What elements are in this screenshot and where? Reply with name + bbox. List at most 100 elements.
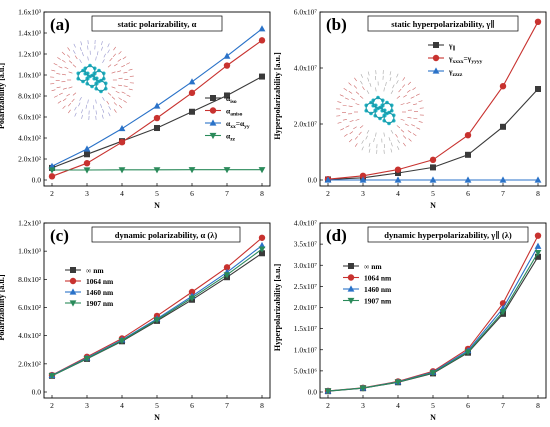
y-tick-label: 6.0x10² [18, 303, 42, 312]
data-point [324, 176, 332, 183]
x-axis-label: N [430, 413, 436, 422]
data-point [465, 151, 471, 158]
legend-label: 1064 nm [364, 273, 392, 282]
chart-title: dynamic polarizability, α (λ) [115, 230, 218, 240]
x-tick-label: 6 [466, 189, 470, 198]
y-tick-label: 1.0x10⁷ [294, 345, 318, 354]
series-3 [48, 25, 266, 169]
x-tick-label: 6 [466, 401, 470, 410]
x-tick-label: 3 [361, 189, 365, 198]
data-point [118, 139, 126, 146]
series-2 [48, 37, 266, 180]
data-point [118, 337, 126, 345]
data-point [48, 373, 56, 380]
panel-label: (b) [326, 15, 347, 34]
legend: ∞ nm 1064 nm 1460 nm 1907 nm [65, 266, 114, 308]
y-tick-label: 3.5x10⁷ [294, 240, 318, 249]
data-point [83, 160, 91, 167]
legend-marker [347, 297, 355, 305]
data-point [223, 272, 231, 279]
data-point [258, 25, 266, 32]
y-tick-label: 4.0x10² [18, 331, 42, 340]
legend-label: ∞ nm [364, 262, 382, 271]
data-point [48, 173, 56, 180]
y-tick-label: 0.0 [308, 388, 318, 397]
legend-marker [209, 132, 217, 140]
y-tick-label: 2.0x10⁷ [294, 120, 318, 129]
y-axis-label: Polarizability [a.u.] [0, 63, 6, 129]
data-point [48, 162, 56, 169]
legend-label: 1460 nm [364, 285, 392, 294]
data-point [259, 250, 265, 257]
y-tick-label: 5.0x10⁶ [294, 366, 318, 375]
chart-title: dynamic hyperpolarizability, γ∥ (λ) [384, 230, 512, 240]
title-box [367, 226, 529, 243]
y-tick-label: 6.0x10⁷ [294, 8, 318, 17]
x-tick-label: 7 [225, 401, 229, 410]
x-tick-label: 8 [260, 401, 264, 410]
plot-frame [43, 222, 271, 399]
legend-marker [69, 277, 77, 285]
molecule-sphere-icon [336, 70, 424, 154]
data-point [464, 349, 472, 356]
y-tick-label: 1.4x10³ [18, 29, 42, 38]
data-point [499, 309, 507, 316]
series-line [327, 235, 539, 392]
data-point [430, 164, 436, 171]
y-tick-label: 0.0 [32, 176, 42, 185]
legend-marker [210, 95, 216, 101]
data-point [118, 124, 126, 132]
y-tick-label: 1.6x10³ [18, 8, 42, 17]
y-tick-label: 0.0 [308, 176, 318, 185]
legend-label: ∞ nm [86, 266, 104, 275]
data-point [359, 172, 367, 179]
data-point [84, 151, 90, 158]
data-point [258, 167, 266, 174]
data-point [154, 125, 160, 132]
y-tick-label: 4.0x10² [18, 134, 42, 143]
x-tick-label: 7 [225, 189, 229, 198]
data-point [188, 295, 196, 302]
legend-label: γzzzz [448, 67, 463, 78]
legend-marker [69, 288, 77, 295]
legend-marker [347, 274, 355, 281]
y-axis-label: Polarizability [a.u.] [0, 274, 6, 340]
y-tick-label: 1.2x10³ [18, 219, 42, 228]
x-tick-label: 5 [431, 401, 435, 410]
data-point [189, 108, 195, 115]
legend-marker [209, 107, 217, 114]
data-point [83, 355, 91, 363]
data-point [118, 167, 126, 174]
x-tick-label: 2 [50, 189, 54, 198]
data-point [223, 52, 231, 59]
x-tick-label: 4 [396, 401, 400, 410]
legend-marker [348, 263, 354, 269]
data-point [223, 167, 231, 174]
legend-label: 1064 nm [86, 277, 114, 286]
series-2 [48, 234, 266, 379]
title-box [91, 226, 241, 243]
legend-marker [70, 267, 76, 273]
data-point [48, 167, 56, 174]
title-box [367, 15, 519, 32]
y-tick-label: 1.0x10³ [18, 247, 42, 256]
legend-label: αaniso [226, 106, 243, 117]
legend-label: αxx=αyy [226, 119, 250, 130]
y-tick-label: 0.0 [32, 388, 42, 397]
x-tick-label: 7 [501, 401, 505, 410]
legend-label: 1460 nm [86, 288, 114, 297]
x-tick-label: 8 [536, 189, 540, 198]
data-point [499, 83, 507, 90]
series-1 [49, 73, 265, 171]
x-tick-label: 3 [361, 401, 365, 410]
x-tick-label: 8 [536, 401, 540, 410]
y-tick-label: 2.0x10² [18, 155, 42, 164]
x-tick-label: 5 [431, 189, 435, 198]
data-point [534, 249, 542, 257]
series-4 [48, 167, 266, 174]
x-tick-label: 2 [50, 401, 54, 410]
y-tick-label: 4.0x10⁷ [294, 219, 318, 228]
x-tick-label: 5 [155, 189, 159, 198]
